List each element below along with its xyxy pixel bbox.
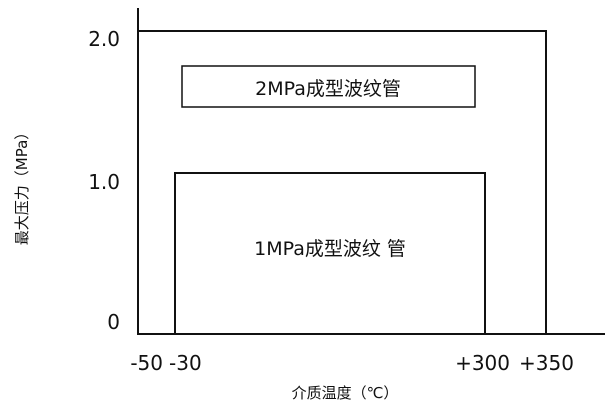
region-2mpa-label-box [181, 65, 476, 108]
x-tick-350: +350 [519, 351, 574, 375]
x-tick-neg30: -30 [169, 351, 202, 375]
y-axis-label: 最大压力（MPa） [13, 125, 31, 246]
region-1mpa-label: 1MPa成型波纹 管 [254, 238, 406, 260]
y-tick-0: 0 [107, 310, 120, 334]
x-tick-neg50: -50 [130, 351, 163, 375]
y-tick-1: 1.0 [88, 170, 120, 194]
region-1mpa-outline [174, 172, 486, 335]
x-tick-300: +300 [455, 351, 510, 375]
x-axis-label: 介质温度（℃） [292, 384, 399, 402]
region-2mpa-label: 2MPa成型波纹管 [255, 78, 401, 100]
y-tick-2: 2.0 [88, 27, 120, 51]
